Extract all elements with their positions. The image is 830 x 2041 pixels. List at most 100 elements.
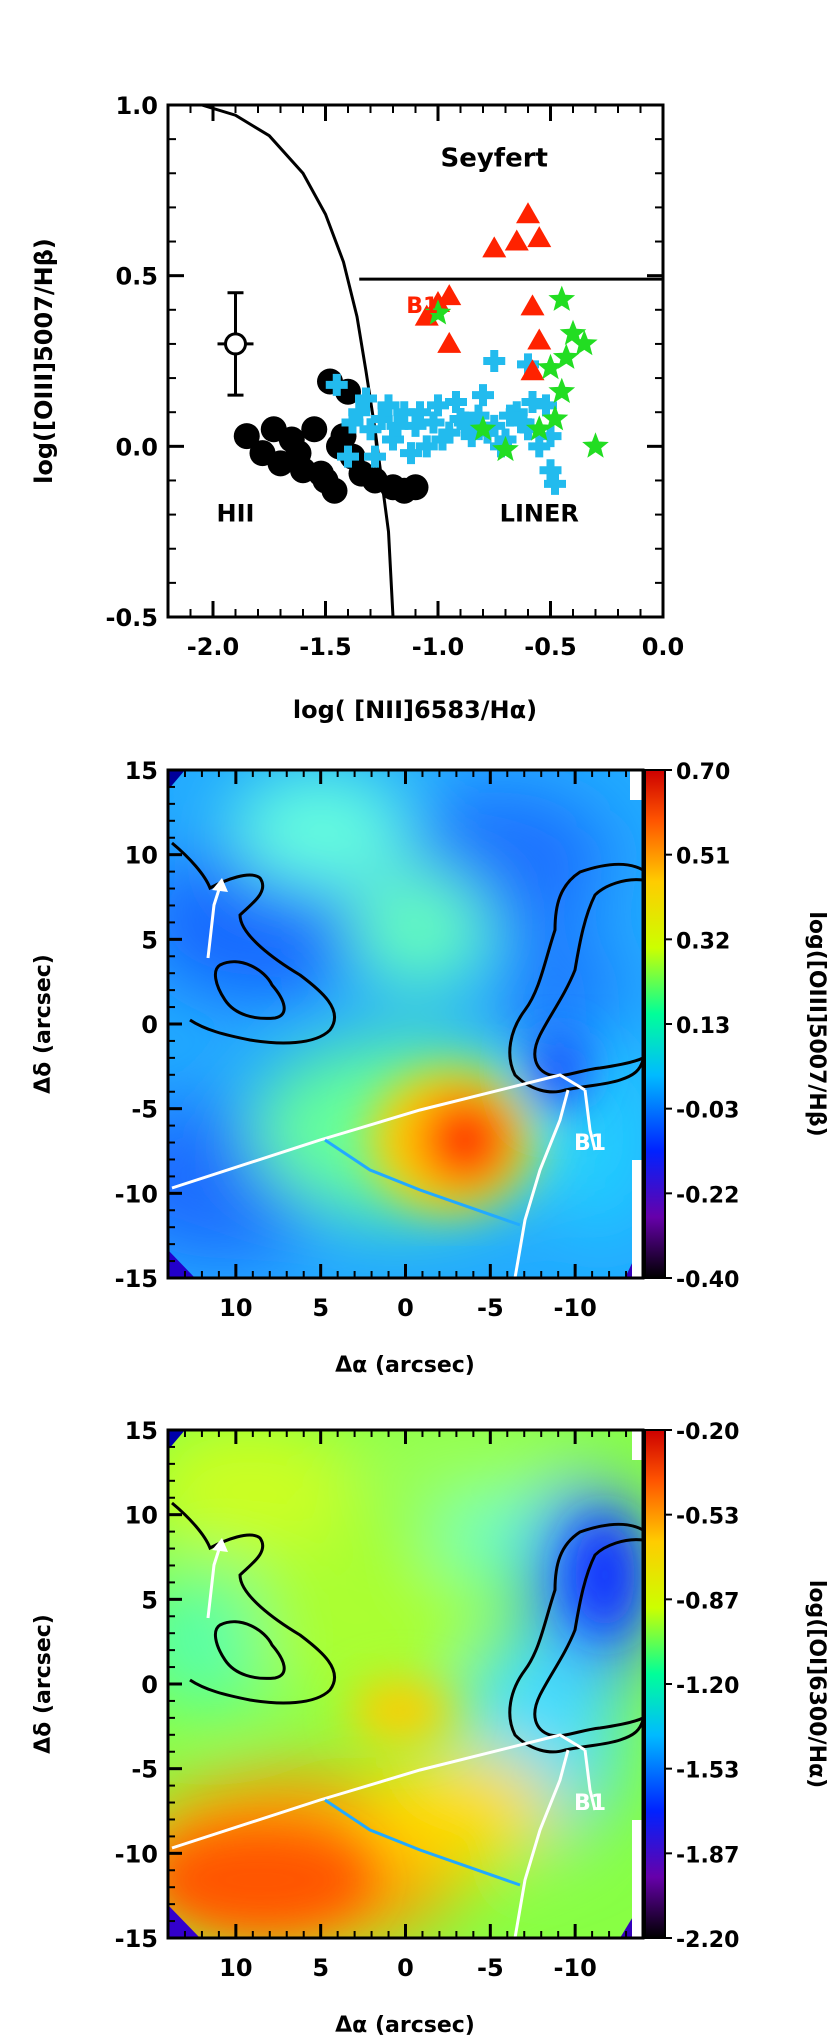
oi-y-axis-label: Δδ (arcsec): [31, 1614, 56, 1754]
point-star-5: [548, 377, 576, 403]
y-tick-label-5: -10: [115, 1840, 158, 1868]
point-cross-9: [427, 394, 449, 417]
point-cross-41: [460, 418, 483, 441]
bpt-plot-area: [201, 105, 663, 617]
point-triangle-1: [527, 226, 552, 248]
oi-colorbar: [644, 1429, 666, 1939]
point-cross-25: [467, 404, 490, 427]
point-cross-5: [382, 428, 404, 451]
point-cross-13: [472, 384, 494, 407]
point-triangle-6: [520, 294, 545, 316]
point-cross-38: [483, 350, 506, 372]
bpt-panel: -2.0 -1.5 -1.0 -0.5 0.0 -0.5 0.0 0.5 1.0 Seyfert…: [30, 92, 684, 724]
bpt-x-axis-label: log( [NII]6583/Hα): [293, 696, 537, 724]
y-tick-label-1: 10: [125, 842, 158, 870]
point-cross-28: [535, 394, 557, 417]
point-cross-7: [404, 414, 427, 437]
point-triangle-10: [527, 328, 552, 350]
point-star-10: [541, 405, 569, 431]
x-tick-label-1: -1.5: [299, 633, 351, 661]
colorbar-tick-label-2: -0.87: [676, 1589, 739, 1614]
y-tick-label-3: 0: [141, 1011, 158, 1039]
colorbar-tick-label-2: 0.32: [676, 929, 730, 954]
colorbar-tick-label-0: -0.20: [676, 1420, 739, 1445]
y-tick-label-3: 0: [141, 1671, 158, 1699]
y-tick-label-0: 15: [125, 1417, 158, 1445]
y-tick-label-6: -15: [115, 1265, 158, 1293]
error-bar: [217, 291, 254, 397]
x-tick-label-4: -10: [553, 1294, 596, 1322]
point-cross-29: [386, 414, 409, 437]
point-cross-2: [348, 401, 371, 424]
point-cross-37: [341, 411, 364, 434]
y-tick-label-4: -5: [131, 1096, 158, 1124]
x-tick-label-2: 0: [397, 1954, 414, 1982]
point-cross-0: [325, 373, 348, 396]
y-tick-label-3: 1.0: [115, 92, 158, 120]
colorbar-tick-label-6: -2.20: [676, 1928, 739, 1953]
colorbar-tick-label-3: 0.13: [676, 1014, 730, 1039]
colorbar-tick-label-0: 0.70: [676, 760, 730, 785]
oiii-map-overlay: [171, 841, 645, 1279]
point-cross-34: [499, 404, 521, 427]
point-triangle-3: [482, 236, 507, 258]
oi-map-panel: B1 10 5 0 -5 -10 15 10 5 0 -5 -10 -15 -0.20 -0.53 -0.8…: [31, 1417, 829, 2038]
colorbar-tick-label-3: -1.20: [676, 1674, 739, 1699]
point-star-9: [582, 432, 609, 458]
bpt-ticks: -2.0 -1.5 -1.0 -0.5 0.0 -0.5 0.0 0.5 1.0: [106, 92, 685, 661]
point-star-4: [537, 353, 564, 380]
oi-map-overlay: [171, 1501, 645, 1939]
oiii-x-axis-label: Δα (arcsec): [335, 1353, 475, 1378]
point-cross-22: [400, 442, 422, 465]
point-cross-32: [454, 411, 476, 434]
x-tick-label-3: -5: [477, 1954, 504, 1982]
x-tick-label-1: 5: [312, 1294, 329, 1322]
point-triangle-0: [516, 202, 540, 224]
oiii-b1-label: B1: [574, 1131, 606, 1156]
oiii-colorbar: [644, 769, 666, 1279]
point-cross-18: [528, 435, 551, 458]
y-tick-label-2: 5: [141, 1586, 158, 1614]
oiii-map-panel: B1 10 5 0 -5 -10 15 10 5 0 -5 -10 -15 0.70 0.51 0.32 0.…: [31, 757, 829, 1378]
oiii-colorbar-label: log([OIII]5007/Hβ): [804, 911, 829, 1136]
colorbar-tick-label-5: -0.22: [676, 1183, 739, 1208]
point-cross-1: [337, 445, 359, 468]
point-circle-0: [233, 423, 260, 450]
point-cross-21: [377, 394, 400, 417]
point-cross-36: [544, 472, 566, 495]
x-tick-label-1: 5: [312, 1954, 329, 1982]
x-tick-label-4: -10: [553, 1954, 596, 1982]
point-star-1: [548, 285, 576, 311]
point-cross-35: [521, 390, 544, 413]
point-cross-42: [364, 445, 386, 468]
point-star-7: [469, 415, 497, 441]
point-star-8: [492, 435, 519, 462]
bpt-region-liner: LINER: [500, 499, 579, 527]
point-cross-4: [370, 408, 393, 431]
point-cross-40: [539, 425, 562, 448]
y-tick-label-1: 10: [125, 1502, 158, 1530]
colorbar-tick-label-4: -1.53: [676, 1759, 739, 1784]
colorbar-tick-label-1: 0.51: [676, 845, 730, 870]
x-tick-label-4: 0.0: [642, 633, 685, 661]
point-triangle-8: [520, 359, 545, 381]
point-cross-19: [539, 459, 562, 482]
y-tick-label-6: -15: [115, 1925, 158, 1953]
point-triangle-7: [437, 331, 462, 353]
bpt-region-hii: HII: [217, 499, 255, 527]
point-triangle-4: [437, 284, 462, 306]
point-cross-39: [517, 353, 539, 376]
x-tick-label-3: -5: [477, 1294, 504, 1322]
point-cross-27: [512, 411, 535, 434]
oi-colorbar-label: log([OI]6300/Hα): [804, 1580, 829, 1788]
bpt-region-seyfert: Seyfert: [440, 143, 548, 173]
point-star-0: [424, 299, 452, 325]
x-tick-label-2: 0: [397, 1294, 414, 1322]
point-cross-17: [517, 418, 539, 441]
point-circle-18: [402, 474, 429, 501]
bpt-y-axis-label: log([OIII]5007/Hβ): [30, 238, 58, 484]
point-circle-12: [308, 460, 334, 487]
point-cross-6: [393, 401, 416, 424]
point-cross-23: [422, 411, 445, 434]
